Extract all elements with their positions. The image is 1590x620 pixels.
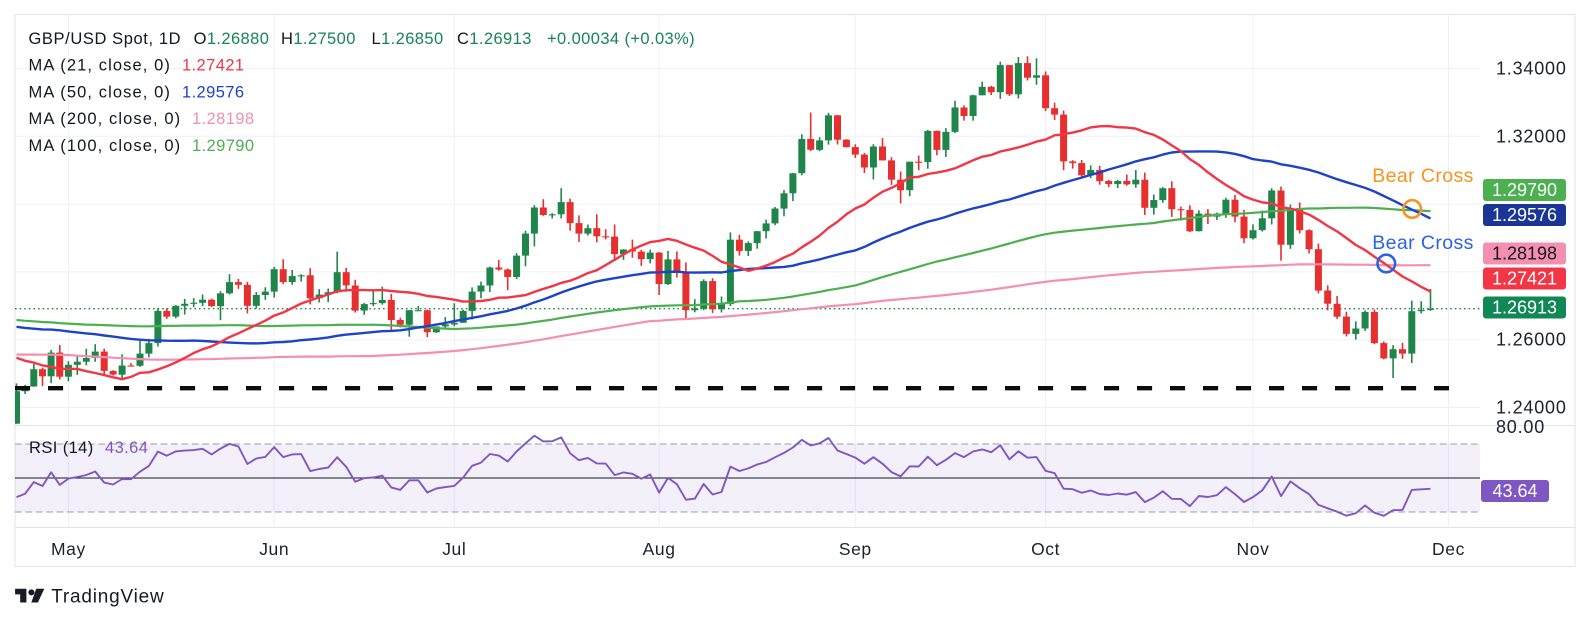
svg-text:1.26000: 1.26000 (1496, 330, 1567, 350)
svg-text:O1.26880: O1.26880 (194, 30, 270, 48)
svg-text:Nov: Nov (1237, 539, 1270, 559)
svg-text:1.27421: 1.27421 (1492, 269, 1557, 289)
svg-text:Dec: Dec (1432, 539, 1465, 559)
svg-text:1.28198: 1.28198 (1492, 244, 1557, 264)
svg-text:MA (50, close, 0): MA (50, close, 0) (29, 83, 172, 101)
svg-text:1.29576: 1.29576 (1492, 205, 1557, 225)
svg-text:Sep: Sep (839, 539, 872, 559)
svg-text:MA (200, close, 0): MA (200, close, 0) (29, 110, 182, 128)
svg-text:1.27421: 1.27421 (182, 57, 244, 75)
svg-text:1.29790: 1.29790 (1492, 180, 1557, 200)
svg-text:1.29576: 1.29576 (182, 83, 244, 101)
svg-text:1.29790: 1.29790 (192, 137, 254, 155)
svg-text:TradingView: TradingView (51, 587, 164, 608)
svg-text:L1.26850: L1.26850 (372, 30, 444, 48)
svg-text:Bear Cross: Bear Cross (1372, 232, 1474, 254)
svg-text:1.24000: 1.24000 (1496, 398, 1567, 418)
svg-text:C1.26913: C1.26913 (457, 30, 532, 48)
svg-text:Oct: Oct (1031, 539, 1060, 559)
svg-text:43.64: 43.64 (1492, 481, 1537, 501)
svg-text:Bear Cross: Bear Cross (1372, 165, 1474, 187)
svg-text:1.28198: 1.28198 (192, 110, 254, 128)
svg-text:MA (100, close, 0): MA (100, close, 0) (29, 137, 182, 155)
svg-text:GBP/USD Spot, 1D: GBP/USD Spot, 1D (29, 30, 182, 48)
svg-text:H1.27500: H1.27500 (281, 30, 356, 48)
svg-text:80.00: 80.00 (1496, 417, 1545, 437)
svg-text:43.64: 43.64 (105, 439, 148, 457)
svg-text:MA (21, close, 0): MA (21, close, 0) (29, 57, 172, 75)
svg-text:+0.00034 (+0.03%): +0.00034 (+0.03%) (547, 30, 695, 48)
svg-text:May: May (51, 539, 86, 559)
svg-text:1.26913: 1.26913 (1492, 298, 1557, 318)
svg-text:Jun: Jun (259, 539, 289, 559)
svg-text:1.34000: 1.34000 (1496, 59, 1567, 79)
svg-text:1.32000: 1.32000 (1496, 126, 1567, 146)
svg-text:RSI (14): RSI (14) (29, 439, 94, 457)
svg-text:Aug: Aug (643, 539, 676, 559)
svg-text:Jul: Jul (442, 539, 466, 559)
